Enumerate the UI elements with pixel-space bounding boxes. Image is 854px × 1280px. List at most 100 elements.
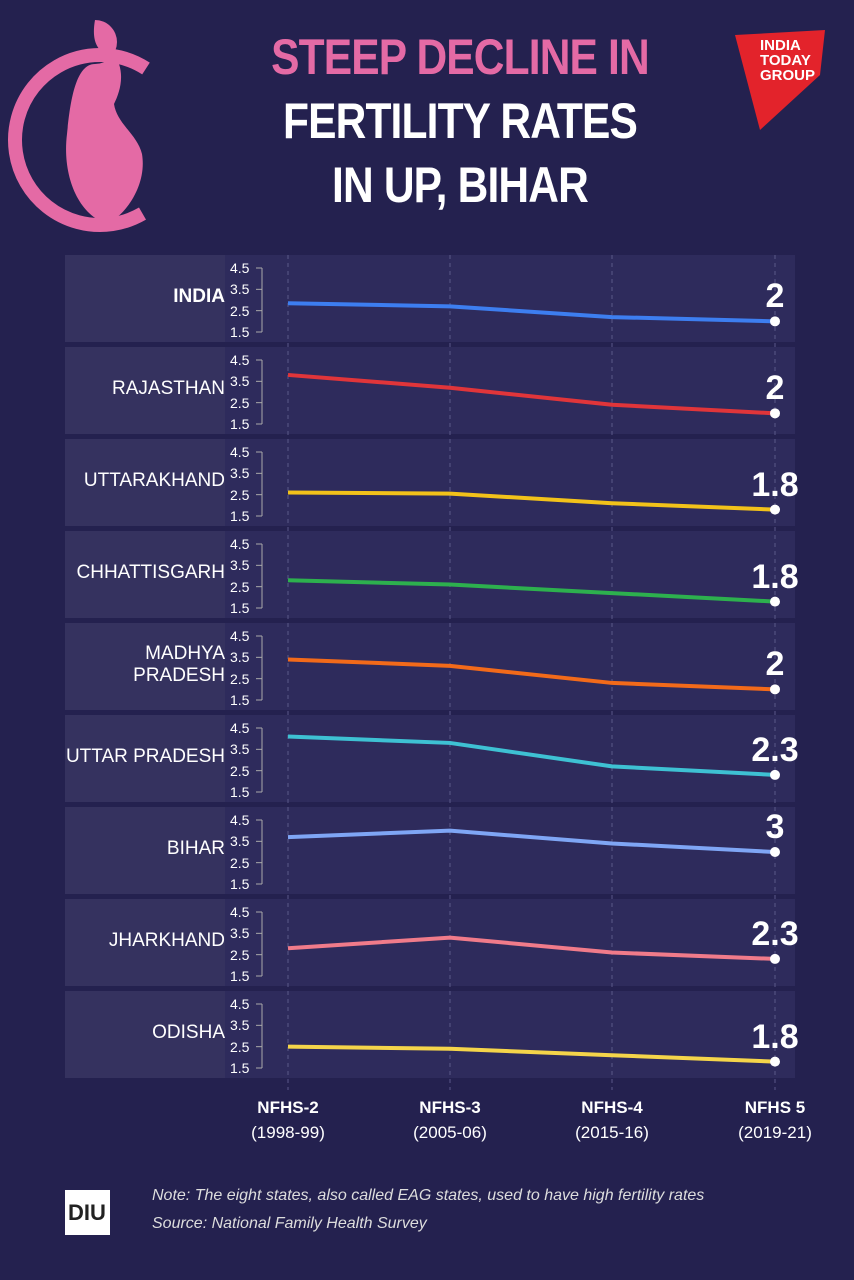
y-tick-label: 1.5 bbox=[230, 416, 250, 432]
end-point bbox=[770, 504, 780, 515]
y-tick-label: 3.5 bbox=[230, 741, 250, 758]
value-label: 2.3 bbox=[751, 914, 799, 953]
panel-label-area bbox=[65, 255, 225, 342]
series-name: JHARKHAND bbox=[108, 930, 225, 951]
panel-label-area bbox=[65, 623, 225, 710]
y-tick-label: 2.5 bbox=[230, 1038, 250, 1055]
end-point bbox=[770, 847, 780, 857]
panel-label-area bbox=[65, 991, 225, 1078]
x-tick-period: (1998-99) bbox=[251, 1123, 325, 1142]
y-tick-label: 3.5 bbox=[230, 557, 250, 574]
y-tick-label: 4.5 bbox=[230, 536, 250, 552]
y-tick-label: 1.5 bbox=[230, 324, 250, 340]
title-line: IN UP, BIHAR bbox=[332, 157, 589, 213]
panel-label-area bbox=[65, 807, 225, 894]
end-point bbox=[770, 769, 780, 780]
title-line: STEEP DECLINE IN bbox=[271, 29, 649, 85]
end-point bbox=[770, 408, 780, 419]
series-line bbox=[287, 301, 776, 324]
value-label: 2 bbox=[765, 277, 785, 316]
value-label: 3 bbox=[765, 808, 785, 846]
y-tick-label: 3.5 bbox=[230, 925, 250, 942]
y-tick-label: 4.5 bbox=[230, 444, 250, 460]
series-name: UTTARAKHAND bbox=[83, 470, 225, 491]
end-point bbox=[770, 953, 780, 964]
y-tick-label: 2.5 bbox=[230, 854, 250, 871]
y-tick-label: 4.5 bbox=[230, 904, 250, 920]
panel-label-area bbox=[65, 439, 225, 526]
x-tick-label: NFHS-4 bbox=[581, 1098, 643, 1117]
x-tick-period: (2015-16) bbox=[575, 1123, 649, 1142]
y-tick-label: 1.5 bbox=[230, 692, 250, 708]
end-point bbox=[770, 684, 780, 695]
y-tick-label: 1.5 bbox=[230, 508, 250, 524]
diu-box bbox=[65, 1190, 110, 1235]
y-tick-label: 3.5 bbox=[230, 373, 250, 390]
source: Source: National Family Health Survey bbox=[152, 1215, 427, 1232]
series-line bbox=[287, 828, 776, 854]
y-tick-label: 3.5 bbox=[230, 281, 250, 298]
series-line bbox=[287, 935, 776, 961]
value-label: 2 bbox=[765, 645, 785, 684]
y-tick-label: 2.5 bbox=[230, 578, 250, 595]
brand-shape bbox=[735, 30, 825, 130]
series-name: UTTAR PRADESH bbox=[65, 746, 225, 767]
series-line bbox=[287, 372, 776, 416]
series-name: RAJASTHAN bbox=[112, 378, 225, 399]
icon-ring bbox=[7, 47, 192, 232]
y-tick-label: 1.5 bbox=[230, 600, 250, 616]
series-name: INDIA bbox=[173, 286, 225, 307]
y-tick-label: 2.5 bbox=[230, 946, 250, 963]
series-line bbox=[287, 734, 776, 777]
panel-label-area bbox=[65, 715, 225, 802]
x-tick-period: (2019-21) bbox=[738, 1123, 812, 1142]
series-name: CHHATTISGARH bbox=[76, 562, 225, 583]
title-line: FERTILITY RATES bbox=[282, 93, 638, 149]
y-tick-label: 2.5 bbox=[230, 486, 250, 503]
y-tick-label: 1.5 bbox=[230, 784, 250, 800]
panel-label-area bbox=[65, 899, 225, 986]
y-tick-label: 2.5 bbox=[230, 762, 250, 779]
series-line bbox=[287, 490, 776, 512]
y-tick-label: 2.5 bbox=[230, 670, 250, 687]
y-tick-label: 4.5 bbox=[230, 260, 250, 276]
y-tick-label: 3.5 bbox=[230, 833, 250, 850]
series-name: BIHAR bbox=[166, 838, 225, 859]
y-tick-label: 4.5 bbox=[230, 996, 250, 1012]
y-tick-label: 3.5 bbox=[230, 465, 250, 482]
series-name: MADHYA PRADESH bbox=[133, 643, 225, 686]
end-point bbox=[770, 1056, 780, 1067]
y-tick-label: 1.5 bbox=[230, 876, 250, 892]
y-tick-label: 1.5 bbox=[230, 1060, 250, 1076]
end-point bbox=[770, 596, 780, 607]
value-label: 1.8 bbox=[751, 557, 799, 596]
diu-logo: DIU bbox=[68, 1200, 106, 1225]
brand: INDIA TODAY GROUP bbox=[760, 37, 816, 84]
x-tick-label: NFHS-2 bbox=[257, 1098, 319, 1117]
y-tick-label: 3.5 bbox=[230, 1017, 250, 1034]
series-name: ODISHA bbox=[152, 1022, 225, 1043]
y-tick-label: 3.5 bbox=[230, 649, 250, 666]
x-tick-label: NFHS 5 bbox=[744, 1098, 806, 1117]
icon-woman bbox=[66, 20, 143, 224]
note: Note: The eight states, also called EAG … bbox=[152, 1187, 705, 1204]
y-tick-label: 2.5 bbox=[230, 302, 250, 319]
y-tick-label: 4.5 bbox=[230, 720, 250, 736]
value-label: 2 bbox=[765, 369, 785, 408]
panel-label-area bbox=[65, 347, 225, 434]
x-tick-period: (2005-06) bbox=[413, 1123, 487, 1142]
series-line bbox=[287, 1044, 776, 1064]
x-tick-label: NFHS-3 bbox=[419, 1098, 481, 1117]
y-tick-label: 4.5 bbox=[230, 812, 250, 828]
y-tick-label: 2.5 bbox=[230, 394, 250, 411]
value-label: 1.8 bbox=[751, 465, 799, 504]
panel-label-area bbox=[65, 531, 225, 618]
y-tick-label: 1.5 bbox=[230, 968, 250, 984]
value-label: 2.3 bbox=[751, 730, 799, 769]
y-tick-label: 4.5 bbox=[230, 352, 250, 368]
series-line bbox=[287, 578, 776, 604]
series-line bbox=[287, 657, 776, 692]
y-tick-label: 4.5 bbox=[230, 628, 250, 644]
